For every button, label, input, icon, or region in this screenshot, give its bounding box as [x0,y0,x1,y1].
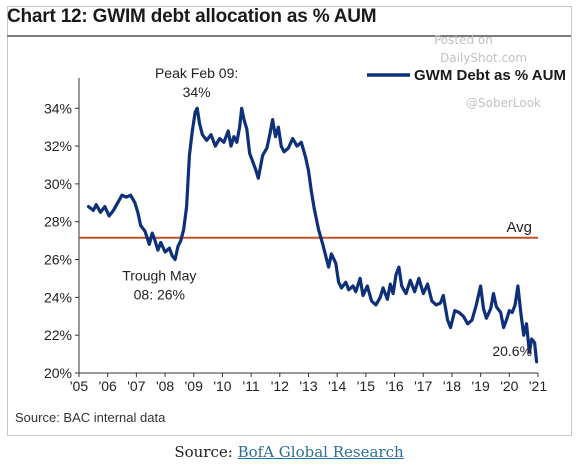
title-divider [7,35,571,37]
line-chart: 20% 22% 24% 26% 28% 30% 32% 34% '05 '06 '07 '08 '09 '… [44,65,566,394]
axes-group: 20% 22% 24% 26% 28% 30% 32% 34% '05 '06 '07 '08 '09 '… [44,78,547,394]
x-tick-label: '20 [500,378,518,394]
x-tick-label: '05 [70,378,88,394]
caption-prefix: Source: [174,443,233,461]
x-tick-label: '08 [156,378,174,394]
annotations-group: Peak Feb 09: 34% Trough May 08: 26% 20.6% [122,65,532,359]
chart-source-note: Source: BAC internal data [15,410,166,425]
x-tick-label: '21 [529,378,547,394]
x-tick-label: '12 [271,378,289,394]
watermark-site: DailyShot.com [440,51,528,65]
image-caption: Source: BofA Global Research [0,443,578,461]
x-tick-label: '11 [243,378,260,394]
annotation-line1: Trough May [122,267,196,283]
watermark-posted-on: Posted on [434,33,493,47]
y-tick-label: 20% [44,365,72,381]
annotation-line1: 20.6% [492,343,532,359]
series-line-gwm-debt [86,106,539,364]
x-tick-label: '09 [185,378,203,394]
x-tick-label: '14 [328,378,346,394]
x-tick-label: '15 [357,378,375,394]
x-tick-label: '07 [127,378,145,394]
y-tick-label: 28% [44,214,72,230]
x-tick-label: '10 [213,378,231,394]
y-tick-label: 22% [44,327,72,343]
average-label: Avg [506,219,532,236]
annotation-line2: 08: 26% [134,286,185,302]
annotation-line1: Peak Feb 09: [155,65,238,81]
x-tick-label: '18 [443,378,461,394]
y-tick-label: 26% [44,252,72,268]
x-tick-label: '13 [299,378,317,394]
watermark-handle: @SoberLook [466,96,541,110]
y-tick-label: 24% [44,289,72,305]
y-tick-label: 30% [44,176,72,192]
y-tick-label: 32% [44,138,72,154]
x-tick-label: '06 [99,378,117,394]
x-tick-label: '17 [414,378,432,394]
chart-title: Chart 12: GWIM debt allocation as % AUM [7,6,377,27]
y-tick-label: 34% [44,100,72,116]
x-tick-label: '19 [472,378,490,394]
chart-frame [7,6,572,436]
caption-source-link[interactable]: BofA Global Research [237,443,404,461]
annotation-line2: 34% [183,84,211,100]
x-tick-label: '16 [385,378,403,394]
legend-label: GWM Debt as % AUM [414,67,566,84]
